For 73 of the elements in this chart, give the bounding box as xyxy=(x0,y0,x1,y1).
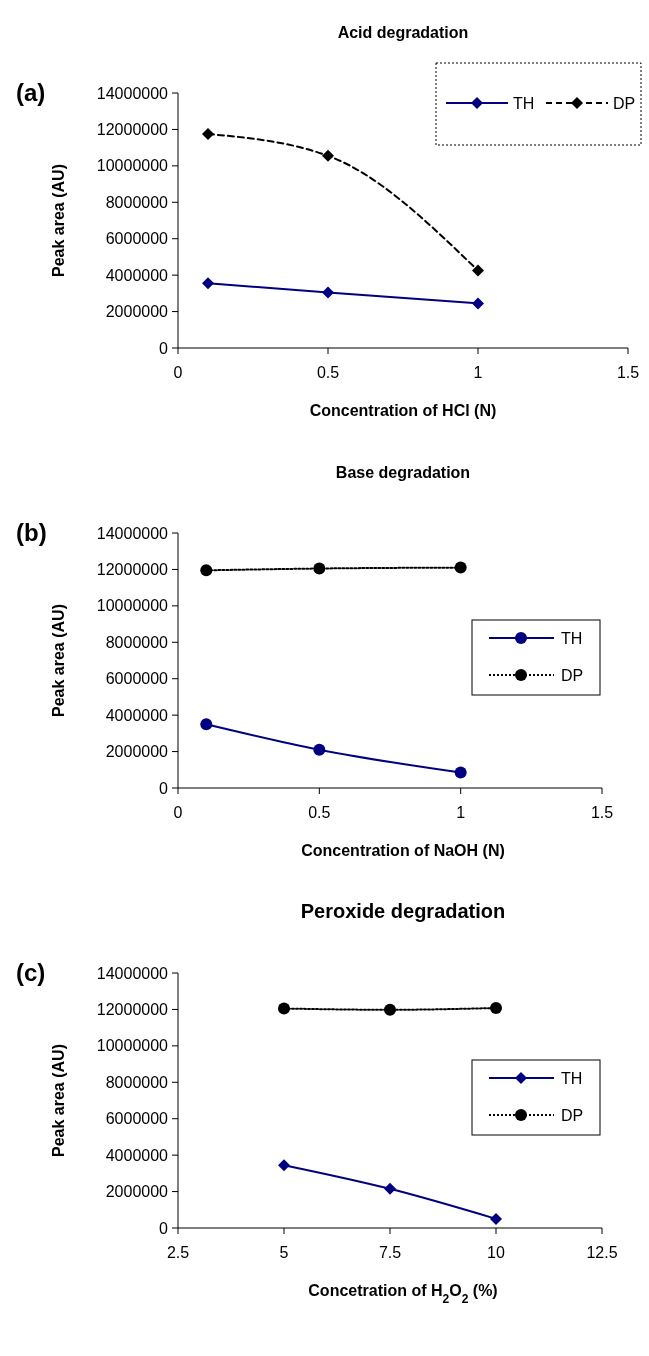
x-tick-label: 1 xyxy=(473,364,483,381)
legend-label: DP xyxy=(561,666,584,684)
y-tick-label: 8000000 xyxy=(105,633,169,651)
x-tick-label: 10 xyxy=(487,1244,505,1261)
y-tick-label: 8000000 xyxy=(105,1073,169,1091)
point xyxy=(472,264,484,277)
point xyxy=(490,1001,502,1014)
x-axis-title: Concentration of HCl (N) xyxy=(309,402,497,419)
y-tick-label: 14000000 xyxy=(96,964,169,982)
legend-label: TH xyxy=(561,629,583,647)
x-tick-label: 0.5 xyxy=(308,804,331,821)
point xyxy=(313,743,326,756)
point xyxy=(322,286,334,299)
y-tick-label: 4000000 xyxy=(105,266,169,284)
chart-title: Acid degradation xyxy=(337,24,469,41)
point xyxy=(202,127,214,140)
legend-label: DP xyxy=(613,94,636,112)
point xyxy=(278,1159,290,1172)
x-tick-label: 0 xyxy=(173,804,183,821)
y-tick-label: 0 xyxy=(159,339,169,357)
text: (a) xyxy=(16,79,46,106)
y-tick-label: 0 xyxy=(159,1219,169,1237)
y-axis-title: Peak area (AU) xyxy=(50,1044,67,1157)
y-tick-label: 10000000 xyxy=(96,157,169,175)
x-tick-label: 0 xyxy=(173,364,183,381)
y-tick-label: 14000000 xyxy=(96,84,169,102)
point xyxy=(200,718,213,731)
y-tick-label: 12000000 xyxy=(96,561,169,579)
point xyxy=(200,564,213,577)
point xyxy=(313,562,326,575)
y-tick-label: 12000000 xyxy=(96,1001,169,1019)
y-tick-label: 4000000 xyxy=(105,1146,169,1164)
legend-label: TH xyxy=(513,94,535,112)
point xyxy=(278,1002,290,1015)
point xyxy=(472,297,484,310)
point xyxy=(384,1182,396,1195)
x-tick-label: 1 xyxy=(456,804,466,821)
y-tick-label: 4000000 xyxy=(105,706,169,724)
point xyxy=(384,1003,396,1016)
point xyxy=(322,149,334,162)
y-axis-title: Peak area (AU) xyxy=(50,164,67,277)
text: (b) xyxy=(16,519,47,546)
x-tick-label: 1.5 xyxy=(616,364,640,381)
chart-title: Peroxide degradation xyxy=(300,900,506,922)
y-tick-label: 12000000 xyxy=(96,121,169,139)
y-tick-label: 14000000 xyxy=(96,524,169,542)
text: (c) xyxy=(16,959,46,986)
chart-title: Base degradation xyxy=(335,464,471,481)
y-tick-label: 2000000 xyxy=(105,743,169,761)
x-tick-label: 0.5 xyxy=(316,364,340,381)
y-tick-label: 2000000 xyxy=(105,1183,169,1201)
y-tick-label: 10000000 xyxy=(96,1037,169,1055)
y-tick-label: 2000000 xyxy=(105,303,169,321)
x-tick-label: 1.5 xyxy=(590,804,614,821)
y-tick-label: 6000000 xyxy=(105,670,169,688)
y-tick-label: 6000000 xyxy=(105,230,169,248)
x-tick-label: 2.5 xyxy=(166,1244,190,1261)
y-tick-label: 10000000 xyxy=(96,597,169,615)
x-tick-label: 12.5 xyxy=(586,1244,618,1261)
y-tick-label: 8000000 xyxy=(105,193,169,211)
point xyxy=(454,561,467,574)
x-tick-label: 7.5 xyxy=(378,1244,402,1261)
y-tick-label: 6000000 xyxy=(105,1110,169,1128)
legend-label: TH xyxy=(561,1069,583,1087)
legend-label: DP xyxy=(561,1106,584,1124)
point xyxy=(202,277,214,290)
x-tick-label: 5 xyxy=(279,1244,289,1261)
point xyxy=(454,766,467,779)
x-axis-title: Concetration of H$_{2}$O$_{2}$ (%) xyxy=(308,1282,498,1306)
y-axis-title: Peak area (AU) xyxy=(50,604,67,717)
y-tick-label: 0 xyxy=(159,779,169,797)
point xyxy=(490,1212,502,1225)
x-axis-title: Concentration of NaOH (N) xyxy=(301,842,505,859)
